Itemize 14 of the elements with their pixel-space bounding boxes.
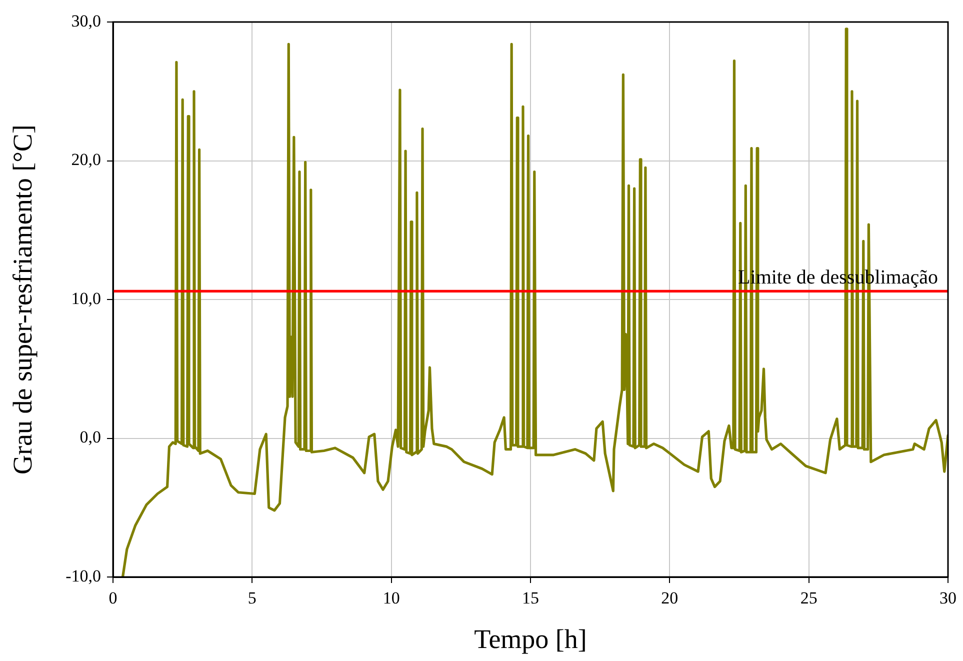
x-tick-label: 5	[248, 588, 256, 608]
x-tick-label: 15	[522, 588, 539, 608]
x-tick-label: 0	[108, 588, 118, 608]
y-axis-title: Grau de super-resfriamento [°C]	[7, 124, 38, 474]
x-tick-label: 30	[940, 588, 956, 608]
x-tick-label: 25	[800, 588, 818, 608]
x-tick-label: 20	[661, 588, 678, 608]
y-tick-label: 20,0	[71, 150, 101, 170]
y-tick-label: 0,0	[80, 428, 101, 447]
x-tick-label: 10	[382, 588, 400, 608]
y-tick-label: 30,0	[71, 11, 101, 30]
x-axis-title: Tempo [h]	[474, 624, 587, 654]
y-tick-label: -10,0	[66, 566, 101, 586]
y-tick-label: 10,0	[71, 288, 101, 308]
